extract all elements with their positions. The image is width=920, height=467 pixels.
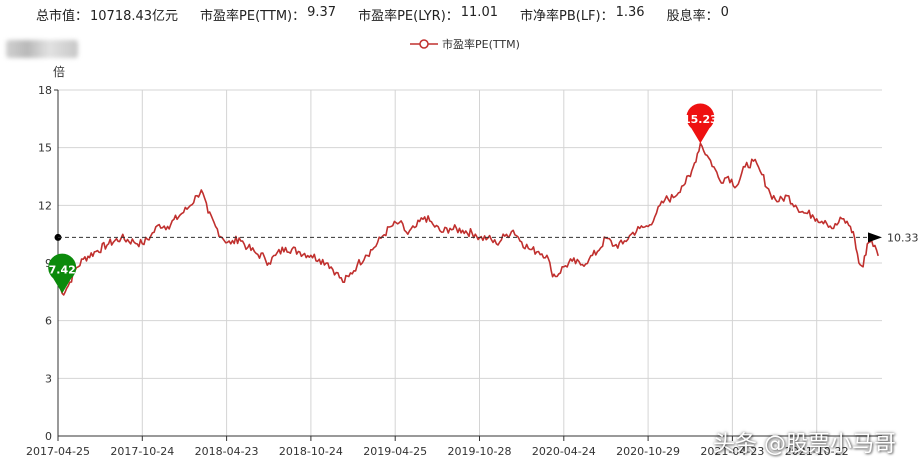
x-tick-label: 2018-10-24 [279,445,343,458]
x-tick-label: 2021-10-22 [785,445,849,458]
stat-item: 股息率： 0 [666,5,729,24]
y-tick-label: 18 [38,84,52,97]
header-stats: 总市值： 10718.43亿元 市盈率PE(TTM)： 9.37 市盈率PE(LYR)：… [36,5,729,24]
stat-label: 股息率： [666,9,719,24]
x-tick-label: 2017-10-24 [110,445,174,458]
max-point-label: 15.23 [683,113,718,126]
blurred-stock-name [6,40,78,58]
stat-value: 0 [720,5,729,20]
x-tick-label: 2019-04-25 [363,445,427,458]
y-tick-label: 3 [45,372,52,385]
y-tick-label: 12 [38,199,52,212]
average-line-arrow [868,232,882,243]
stat-item: 总市值： 10718.43亿元 [36,5,179,24]
stat-label: 市盈率PE(LYR)： [358,9,459,24]
y-tick-label: 9 [45,257,52,270]
max-point-pin [686,103,715,144]
stat-item: 市盈率PE(TTM)： 9.37 [200,5,337,24]
watermark: 头条 @股票小马哥 [713,432,896,457]
x-tick-label: 2020-04-24 [532,445,596,458]
x-tick-label: 2019-10-28 [448,445,512,458]
series-line [57,142,879,296]
stat-label: 市净率PB(LF)： [519,9,614,24]
stat-item: 市盈率PE(LYR)： 11.01 [358,5,498,24]
stat-value: 1.36 [615,5,645,20]
x-tick-label: 2020-10-29 [616,445,680,458]
stat-value: 11.01 [460,5,498,20]
stat-label: 市盈率PE(TTM)： [200,9,306,24]
y-axis-unit: 倍 [53,65,66,79]
y-tick-label: 15 [38,142,52,155]
chart-legend[interactable]: 市盈率PE(TTM) [410,36,520,52]
x-tick-label: 2017-04-25 [26,445,90,458]
legend-line-icon [410,39,438,49]
y-tick-label: 0 [45,430,52,443]
stat-value: 10718.43亿元 [90,9,179,24]
stat-value: 9.37 [307,5,337,20]
stat-item: 市净率PB(LF)： 1.36 [519,5,645,24]
min-point-label: 7.42 [49,263,76,276]
x-tick-label: 2018-04-23 [195,445,259,458]
legend-series-label: 市盈率PE(TTM) [442,38,520,51]
average-line-label: 10.33 [887,231,919,244]
stat-label: 总市值： [36,9,89,24]
min-point-pin [48,253,77,294]
x-tick-label: 2021-04-23 [700,445,764,458]
y-tick-label: 6 [45,315,52,328]
